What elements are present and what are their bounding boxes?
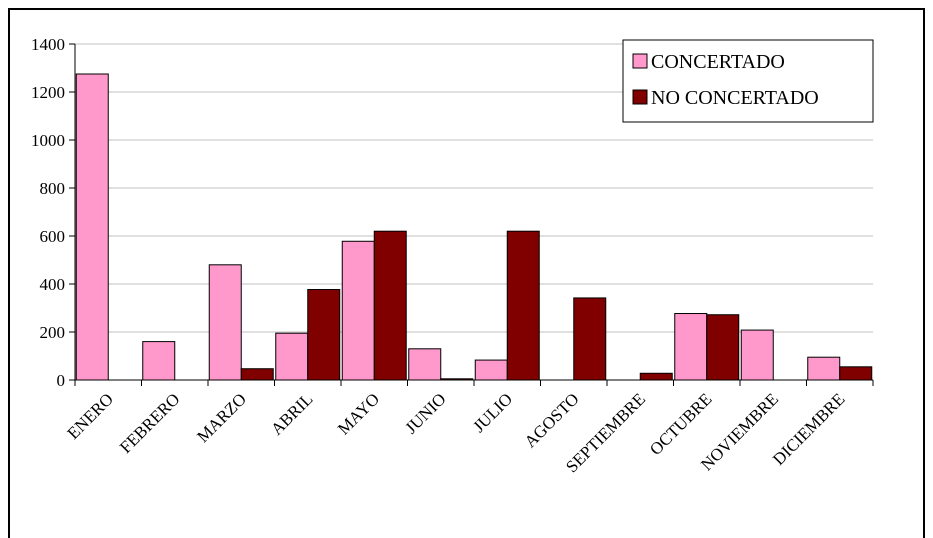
bar-no-concertado-mayo bbox=[373, 230, 407, 381]
bar-no-concertado-julio bbox=[506, 230, 540, 381]
legend-label: NO CONCERTADO bbox=[651, 87, 819, 109]
bar-concertado-octubre bbox=[674, 313, 708, 381]
y-axis-tick-labels: 0 200 400 600 800 1000 1200 1400 bbox=[31, 35, 65, 390]
bar-no-concertado-agosto bbox=[573, 297, 607, 381]
bar-no-concertado-junio bbox=[440, 378, 474, 381]
y-tick-label: 400 bbox=[40, 275, 66, 294]
y-tick-label: 600 bbox=[40, 227, 66, 246]
bar-concertado-abril bbox=[275, 332, 309, 381]
bar-no-concertado-octubre bbox=[706, 314, 740, 381]
bars bbox=[75, 73, 873, 381]
x-category-label: DICIEMBRE bbox=[769, 389, 849, 469]
x-category-label: MARZO bbox=[193, 389, 250, 446]
legend-swatch bbox=[632, 89, 648, 105]
x-category-label: JUNIO bbox=[401, 389, 449, 437]
y-tick-label: 800 bbox=[40, 179, 66, 198]
bar-no-concertado-abril bbox=[307, 289, 341, 381]
bar-concertado-julio bbox=[474, 359, 508, 381]
legend-swatch bbox=[632, 53, 648, 69]
x-category-label: JULIO bbox=[469, 389, 516, 436]
bar-no-concertado-septiembre bbox=[639, 372, 673, 381]
bar-concertado-diciembre bbox=[807, 356, 841, 381]
legend: CONCERTADO NO CONCERTADO bbox=[622, 39, 874, 123]
bar-concertado-febrero bbox=[142, 341, 176, 381]
bar-concertado-junio bbox=[408, 348, 442, 381]
legend-label: CONCERTADO bbox=[651, 51, 785, 73]
axes bbox=[69, 43, 874, 386]
y-tick-label: 1000 bbox=[31, 131, 65, 150]
legend-box bbox=[622, 39, 874, 123]
bar-no-concertado-diciembre bbox=[839, 366, 873, 381]
x-category-label: FEBRERO bbox=[116, 389, 184, 457]
bar-no-concertado-marzo bbox=[240, 368, 274, 381]
bar-concertado-mayo bbox=[341, 240, 375, 381]
bar-concertado-noviembre bbox=[740, 329, 774, 381]
x-category-label: ABRIL bbox=[267, 389, 316, 438]
x-category-label: ENERO bbox=[64, 389, 118, 443]
bar-concertado-enero bbox=[75, 73, 109, 381]
x-category-label: AGOSTO bbox=[521, 389, 583, 451]
y-tick-label: 0 bbox=[57, 371, 66, 390]
y-tick-label: 1400 bbox=[31, 35, 65, 54]
bar-concertado-marzo bbox=[208, 264, 242, 381]
y-tick-label: 1200 bbox=[31, 83, 65, 102]
x-category-label: OCTUBRE bbox=[646, 389, 716, 459]
y-tick-label: 200 bbox=[40, 323, 66, 342]
x-category-label: MAYO bbox=[334, 389, 383, 438]
